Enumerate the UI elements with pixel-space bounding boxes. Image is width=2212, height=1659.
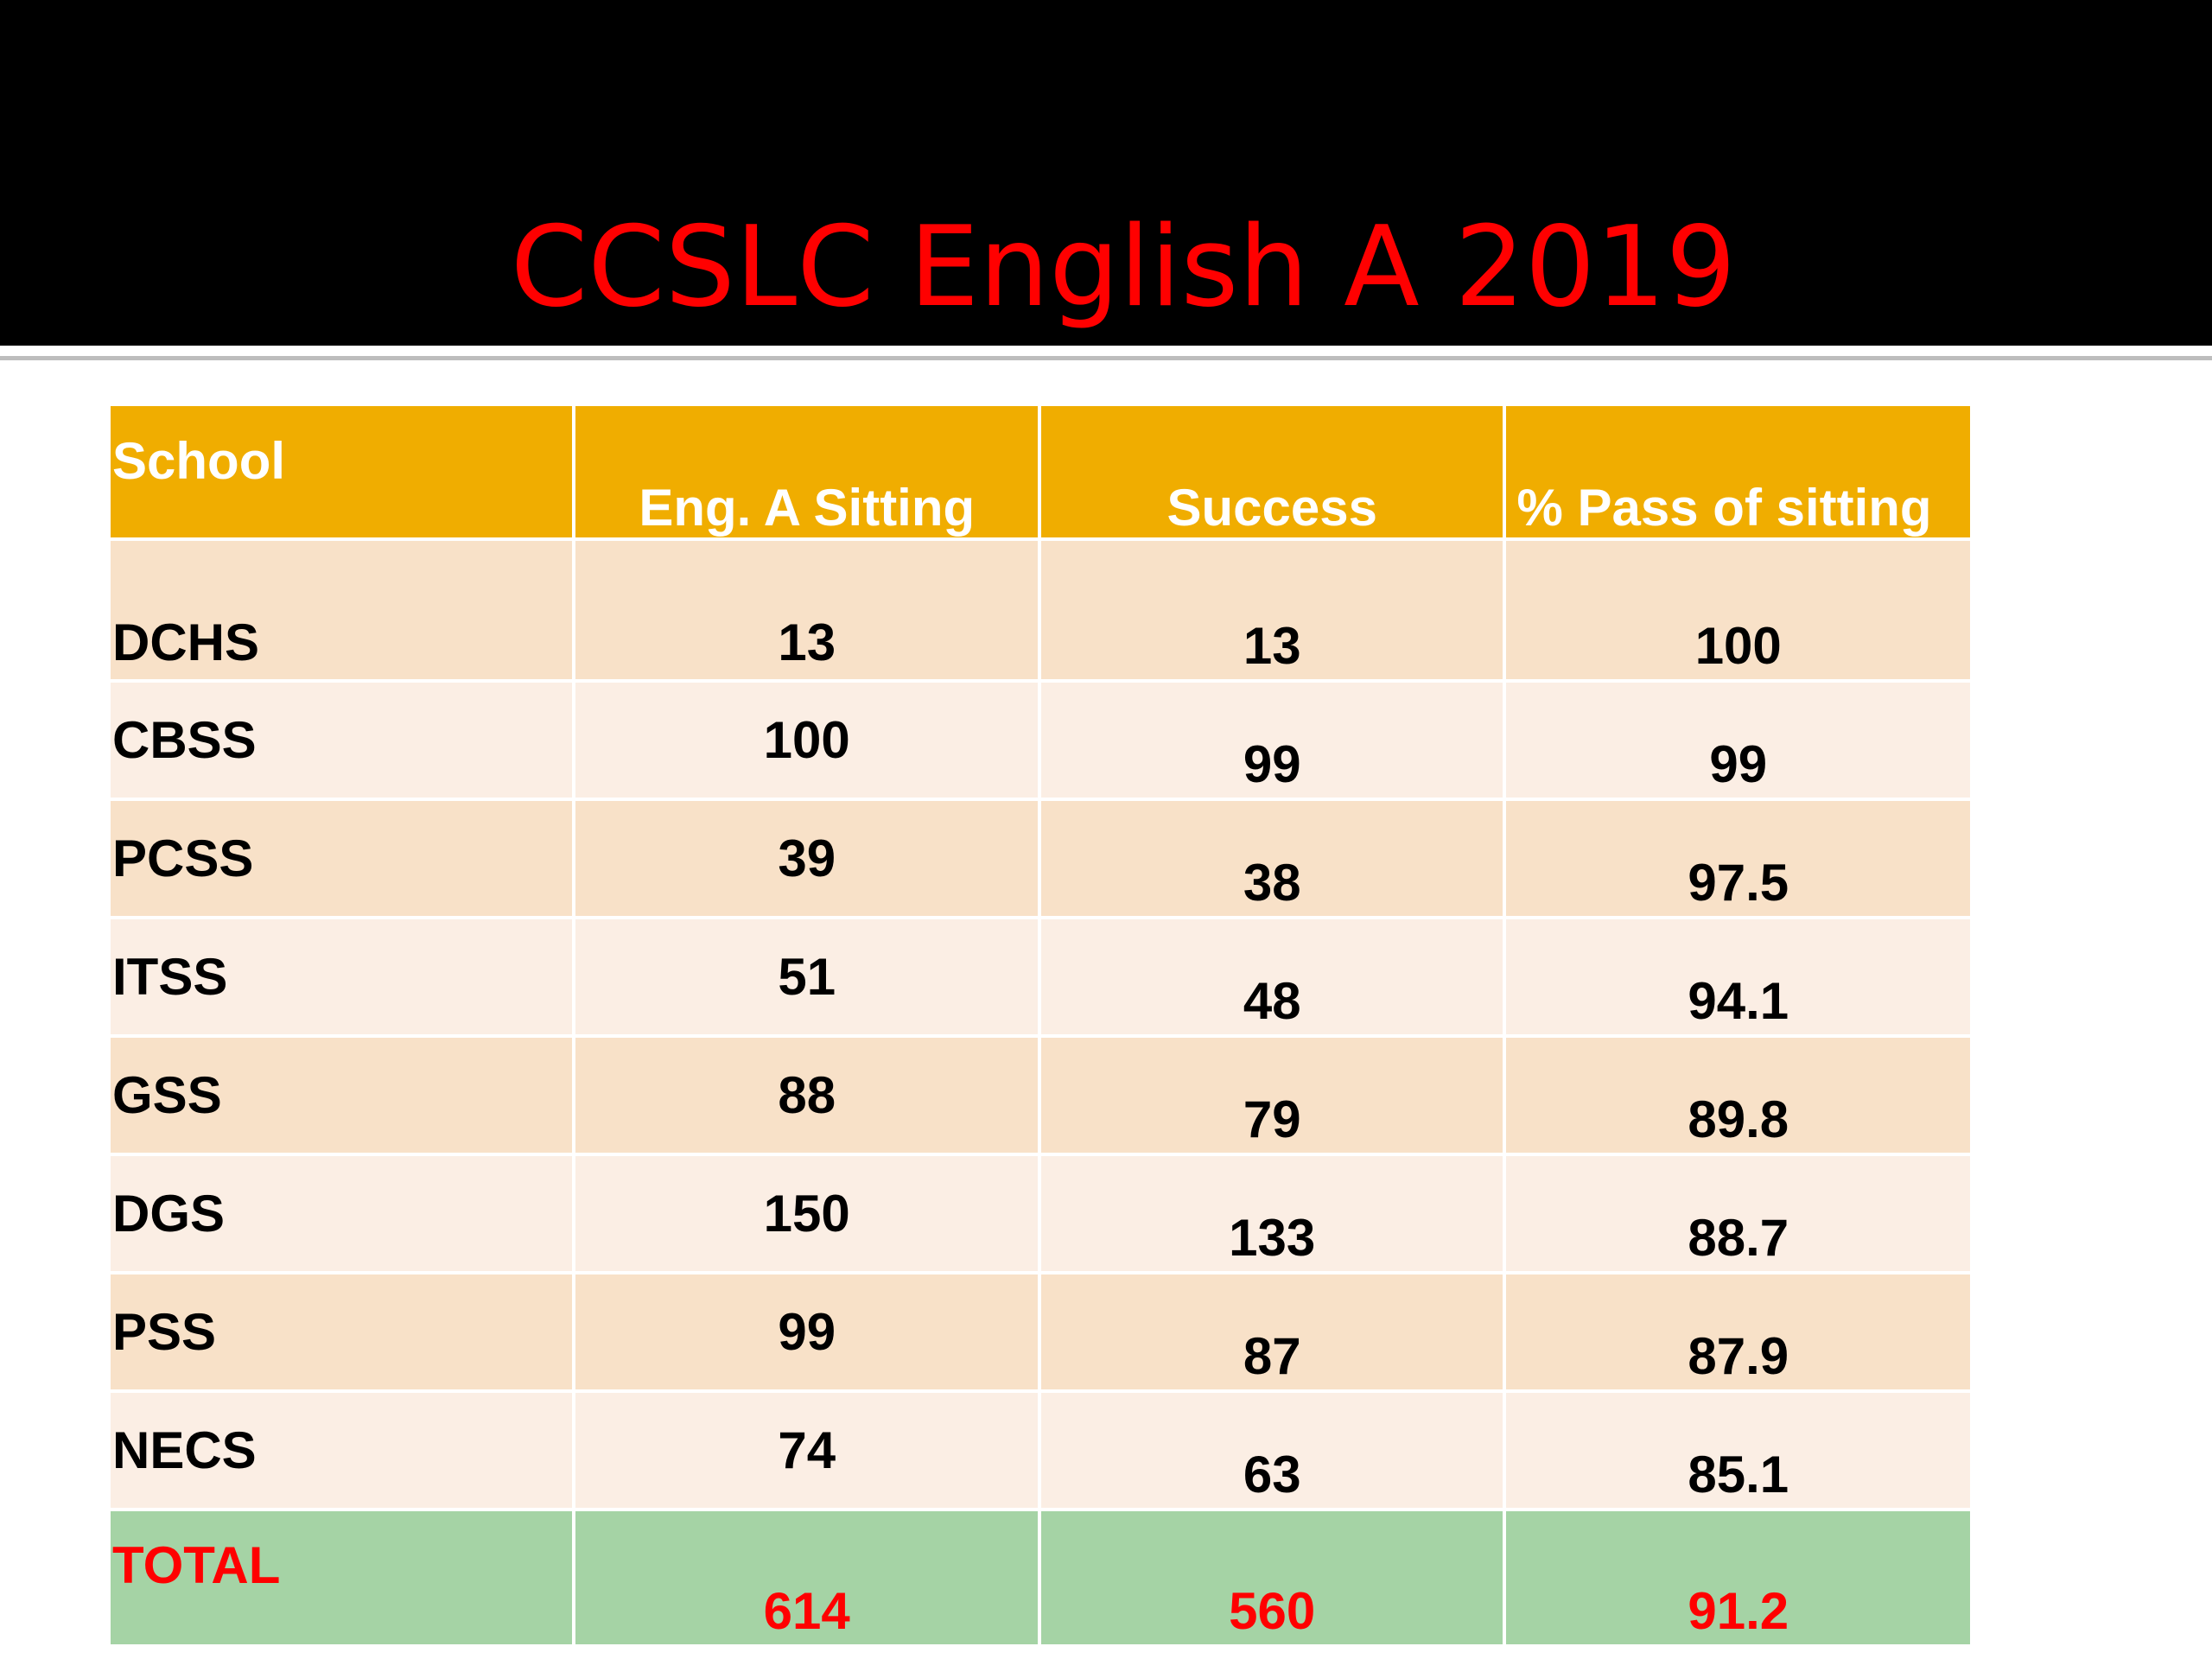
cell-pass: 87.9 — [1504, 1273, 1970, 1393]
results-table: School Eng. A Sitting Success % Pass of … — [111, 406, 1970, 1648]
cell-total-label: TOTAL — [111, 1510, 576, 1648]
cell-success: 63 — [1039, 1391, 1507, 1511]
cell-total-success: 560 — [1039, 1510, 1507, 1648]
cell-sitting: 88 — [574, 1036, 1041, 1156]
cell-total-pass: 91.2 — [1504, 1510, 1970, 1648]
cell-sitting: 150 — [574, 1154, 1041, 1274]
table-total-row: TOTAL 614 560 91.2 — [111, 1510, 1970, 1648]
cell-success: 13 — [1039, 539, 1507, 683]
cell-pass: 100 — [1504, 539, 1970, 683]
cell-success: 48 — [1039, 918, 1507, 1038]
table-row: CBSS 100 99 99 — [111, 681, 1970, 801]
table-row: GSS 88 79 89.8 — [111, 1036, 1970, 1156]
cell-pass: 97.5 — [1504, 799, 1970, 919]
cell-school: DGS — [111, 1154, 576, 1274]
cell-school: CBSS — [111, 681, 576, 801]
cell-sitting: 51 — [574, 918, 1041, 1038]
table-row: DCHS 13 13 100 — [111, 539, 1970, 683]
table-row: PCSS 39 38 97.5 — [111, 799, 1970, 919]
cell-sitting: 100 — [574, 681, 1041, 801]
title-bar: CCSLC English A 2019 — [0, 0, 2212, 346]
cell-total-sitting: 614 — [574, 1510, 1041, 1648]
header-success: Success — [1039, 406, 1507, 541]
table-row: DGS 150 133 88.7 — [111, 1154, 1970, 1274]
header-school: School — [111, 406, 576, 541]
cell-success: 79 — [1039, 1036, 1507, 1156]
cell-pass: 99 — [1504, 681, 1970, 801]
cell-success: 38 — [1039, 799, 1507, 919]
title-divider — [0, 356, 2212, 360]
table-row: ITSS 51 48 94.1 — [111, 918, 1970, 1038]
header-sitting: Eng. A Sitting — [574, 406, 1041, 541]
cell-pass: 85.1 — [1504, 1391, 1970, 1511]
cell-pass: 88.7 — [1504, 1154, 1970, 1274]
cell-school: PCSS — [111, 799, 576, 919]
cell-sitting: 74 — [574, 1391, 1041, 1511]
cell-success: 99 — [1039, 681, 1507, 801]
cell-sitting: 13 — [574, 539, 1041, 683]
cell-school: GSS — [111, 1036, 576, 1156]
cell-school: ITSS — [111, 918, 576, 1038]
cell-pass: 94.1 — [1504, 918, 1970, 1038]
table-row: NECS 74 63 85.1 — [111, 1391, 1970, 1511]
cell-sitting: 99 — [574, 1273, 1041, 1393]
cell-sitting: 39 — [574, 799, 1041, 919]
cell-pass: 89.8 — [1504, 1036, 1970, 1156]
cell-school: NECS — [111, 1391, 576, 1511]
cell-school: DCHS — [111, 539, 576, 683]
cell-success: 133 — [1039, 1154, 1507, 1274]
header-pass-percent: % Pass of sitting — [1504, 406, 1970, 541]
cell-school: PSS — [111, 1273, 576, 1393]
table-header-row: School Eng. A Sitting Success % Pass of … — [111, 406, 1970, 541]
table-row: PSS 99 87 87.9 — [111, 1273, 1970, 1393]
slide-title: CCSLC English A 2019 — [510, 203, 1737, 332]
cell-success: 87 — [1039, 1273, 1507, 1393]
